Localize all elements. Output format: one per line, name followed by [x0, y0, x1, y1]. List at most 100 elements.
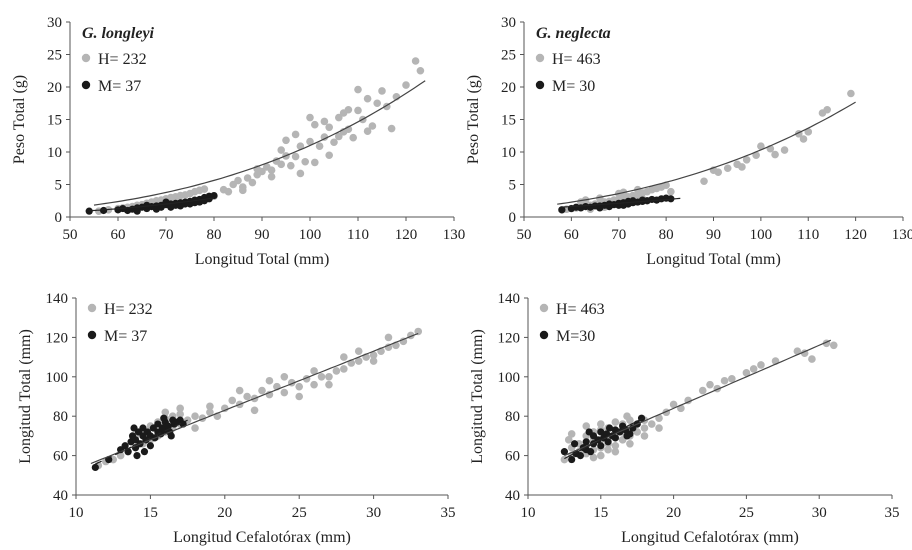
data-point — [161, 408, 170, 417]
data-point — [560, 448, 569, 456]
data-point — [335, 113, 343, 122]
data-point — [344, 105, 353, 114]
x-tick-label: 70 — [159, 227, 174, 243]
data-point — [605, 424, 614, 432]
data-point — [160, 414, 168, 422]
y-tick-label: 10 — [501, 145, 516, 161]
data-point — [311, 158, 319, 167]
series-m — [91, 414, 187, 472]
data-point — [340, 365, 348, 373]
x-tick-label: 100 — [299, 227, 322, 243]
legend-marker — [539, 303, 549, 313]
data-point — [669, 400, 678, 409]
data-point — [752, 151, 760, 160]
data-point — [373, 99, 382, 108]
x-tick-label: 30 — [366, 505, 381, 521]
x-tick-label: 80 — [207, 227, 222, 243]
data-point — [100, 206, 108, 215]
data-point — [320, 133, 329, 141]
series-h — [95, 57, 425, 215]
data-point — [116, 451, 125, 460]
data-point — [799, 135, 808, 143]
data-point — [369, 357, 378, 365]
data-point — [140, 448, 149, 456]
data-point — [301, 157, 310, 166]
data-point — [582, 422, 591, 430]
data-point — [157, 203, 165, 211]
data-point — [243, 392, 251, 401]
data-point — [130, 424, 138, 432]
x-tick-label: 130 — [892, 227, 912, 243]
legend-marker — [535, 53, 545, 63]
data-point — [623, 432, 631, 440]
data-point — [647, 420, 656, 428]
data-point — [243, 174, 252, 182]
data-point — [306, 137, 314, 146]
trendline-m — [89, 197, 215, 212]
x-axis-label: Longitud Total (mm) — [195, 251, 330, 268]
data-point — [258, 386, 266, 395]
legend-marker — [81, 53, 91, 63]
data-point — [384, 333, 393, 342]
data-point — [567, 430, 576, 438]
x-tick-label: 25 — [739, 505, 754, 521]
data-point — [369, 351, 378, 359]
y-tick-label: 140 — [498, 291, 521, 307]
y-tick-label: 0 — [509, 210, 517, 226]
data-point — [823, 105, 831, 114]
data-point — [771, 150, 779, 159]
data-point — [295, 382, 304, 391]
data-point — [320, 117, 329, 126]
legend-label: M= 37 — [104, 328, 147, 345]
y-tick-label: 5 — [55, 178, 63, 194]
trendline-m — [95, 419, 188, 465]
data-point — [332, 367, 341, 375]
data-point — [399, 337, 408, 346]
data-point — [310, 380, 318, 389]
data-point — [121, 442, 129, 450]
data-point — [234, 176, 242, 185]
data-point — [200, 197, 208, 205]
x-tick-label: 110 — [797, 227, 819, 243]
panel-title: G. neglecta — [536, 25, 611, 42]
y-tick-label: 0 — [55, 210, 63, 226]
data-point — [611, 418, 620, 426]
data-point — [623, 412, 631, 421]
data-point — [306, 113, 314, 122]
data-point — [295, 392, 304, 401]
trendline-m — [561, 197, 681, 208]
y-axis-label: Peso Total (g) — [465, 75, 482, 164]
chart-panel-neglecta-weight: 50 60 70 80 90 100 110 120 130 0 5 10 15 20 25 30 Longit… — [465, 15, 912, 268]
x-axis-label: Longitud Cefalotórax (mm) — [173, 529, 351, 546]
data-point — [291, 152, 300, 161]
data-point — [720, 376, 729, 385]
data-point — [191, 424, 199, 432]
trendline-h — [557, 101, 856, 205]
data-point — [604, 438, 612, 446]
trendline-h — [90, 332, 419, 465]
data-point — [411, 57, 420, 65]
legend-label: H= 232 — [98, 51, 147, 68]
data-point — [402, 81, 410, 89]
data-point — [847, 89, 855, 98]
y-tick-label: 100 — [498, 370, 521, 386]
data-point — [250, 406, 259, 415]
data-point — [200, 185, 209, 193]
x-tick-label: 100 — [750, 227, 773, 243]
data-point — [267, 166, 276, 174]
data-point — [384, 343, 393, 352]
data-point — [133, 207, 141, 215]
x-tick-label: 50 — [517, 227, 532, 243]
trendline-h — [564, 339, 832, 457]
data-point — [363, 127, 372, 135]
data-point — [239, 186, 247, 195]
data-point — [325, 123, 334, 132]
x-tick-label: 35 — [885, 505, 900, 521]
data-point — [325, 380, 333, 389]
data-point — [723, 164, 732, 173]
legend-label: H= 232 — [104, 301, 153, 318]
x-tick-label: 60 — [111, 227, 126, 243]
x-tick-label: 15 — [593, 505, 608, 521]
data-point — [317, 373, 326, 381]
data-point — [742, 369, 751, 377]
